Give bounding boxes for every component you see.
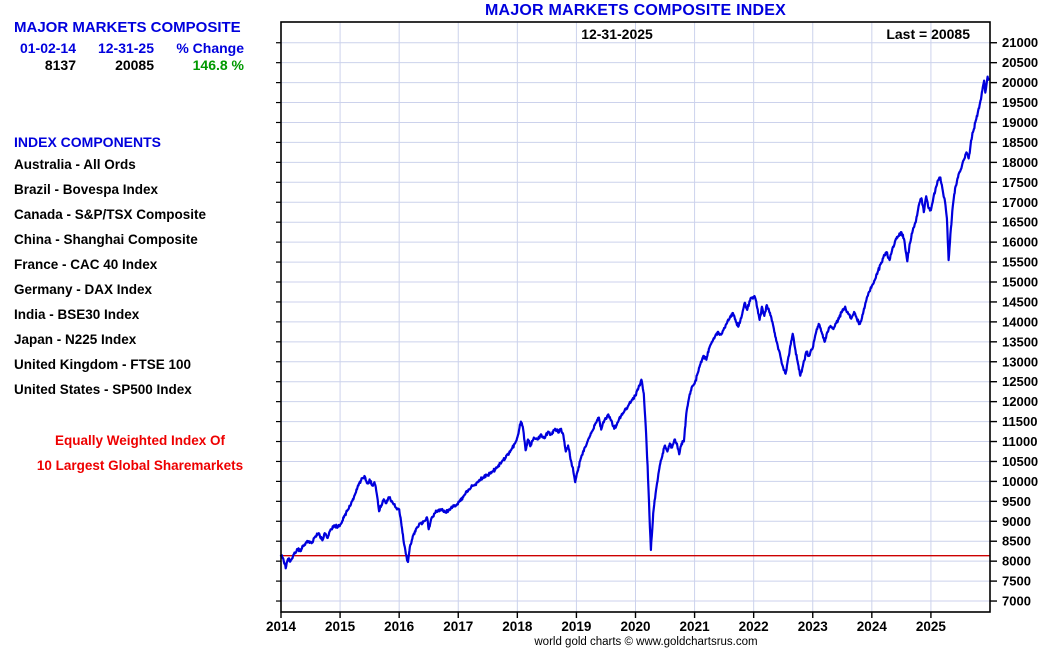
y-tick-label: 20500	[1002, 55, 1038, 70]
index-component-item: Japan - N225 Index	[14, 332, 137, 347]
y-tick-label: 17000	[1002, 195, 1038, 210]
index-component-item: France - CAC 40 Index	[14, 257, 158, 272]
x-tick-label: 2018	[502, 619, 533, 634]
chart-date-label: 12-31-2025	[581, 26, 653, 42]
y-tick-label: 7000	[1002, 594, 1031, 609]
y-tick-label: 14500	[1002, 294, 1038, 309]
y-tick-label: 10000	[1002, 474, 1038, 489]
date-range-row: 01-02-14 12-31-25 % Change	[0, 40, 244, 56]
x-tick-label: 2020	[620, 619, 650, 634]
x-tick-label: 2021	[680, 619, 711, 634]
y-tick-label: 13500	[1002, 334, 1038, 349]
index-component-item: India - BSE30 Index	[14, 307, 140, 322]
y-tick-label: 9500	[1002, 494, 1031, 509]
x-tick-label: 2019	[561, 619, 591, 634]
y-tick-label: 18000	[1002, 155, 1038, 170]
y-tick-label: 15000	[1002, 275, 1038, 290]
y-tick-label: 9000	[1002, 514, 1031, 529]
y-tick-label: 7500	[1002, 574, 1031, 589]
end-date: 12-31-25	[97, 40, 154, 56]
index-component-item: United States - SP500 Index	[14, 382, 192, 397]
y-tick-label: 8500	[1002, 534, 1031, 549]
y-tick-label: 18500	[1002, 135, 1038, 150]
index-price-line	[279, 75, 990, 570]
note-line-2: 10 Largest Global Sharemarkets	[36, 458, 244, 473]
index-component-item: United Kingdom - FTSE 100	[14, 357, 192, 372]
y-tick-label: 12000	[1002, 394, 1038, 409]
x-tick-label: 2016	[384, 619, 415, 634]
copyright-label: world gold charts © www.goldchartsrus.co…	[533, 636, 757, 648]
y-tick-label: 8000	[1002, 554, 1031, 569]
x-tick-label: 2025	[916, 619, 947, 634]
y-tick-label: 16500	[1002, 215, 1038, 230]
y-tick-label: 10500	[1002, 454, 1038, 469]
y-tick-label: 17500	[1002, 175, 1038, 190]
y-tick-label: 12500	[1002, 374, 1038, 389]
info-panel-title: MAJOR MARKETS COMPOSITE	[14, 19, 241, 36]
y-tick-label: 19500	[1002, 95, 1038, 110]
y-tick-label: 11000	[1002, 434, 1037, 449]
index-components-list: Australia - All Ords Brazil - Bovespa Ind…	[14, 152, 264, 402]
x-tick-label: 2022	[739, 619, 769, 634]
x-tick-label: 2023	[798, 619, 829, 634]
start-value: 8137	[44, 57, 76, 73]
y-tick-label: 13000	[1002, 354, 1038, 369]
note-line-1: Equally Weighted Index Of	[54, 433, 226, 448]
y-tick-label: 14000	[1002, 314, 1038, 329]
percent-change-label: % Change	[176, 40, 244, 56]
x-tick-label: 2014	[266, 619, 297, 634]
start-date: 01-02-14	[19, 40, 76, 56]
index-component-item: Germany - DAX Index	[14, 282, 153, 297]
x-tick-label: 2024	[857, 619, 888, 634]
x-tick-label: 2017	[443, 619, 473, 634]
chart-title: MAJOR MARKETS COMPOSITE INDEX	[485, 2, 786, 19]
index-component-item: China - Shanghai Composite	[14, 232, 198, 247]
y-tick-label: 20000	[1002, 75, 1038, 90]
index-component-item: Brazil - Bovespa Index	[14, 182, 159, 197]
y-tick-label: 16000	[1002, 235, 1038, 250]
index-component-item: Australia - All Ords	[14, 157, 136, 172]
index-component-item: Canada - S&P/TSX Composite	[14, 207, 207, 222]
value-row: 8137 20085 146.8 %	[0, 57, 244, 73]
last-value-label: Last = 20085	[886, 26, 970, 42]
y-tick-label: 21000	[1002, 35, 1038, 50]
x-tick-label: 2015	[325, 619, 356, 634]
y-tick-label: 11500	[1002, 414, 1037, 429]
end-value: 20085	[115, 57, 154, 73]
y-tick-label: 19000	[1002, 115, 1038, 130]
equally-weighted-note: Equally Weighted Index Of 10 Largest Glo…	[10, 428, 270, 478]
y-tick-label: 15500	[1002, 255, 1038, 270]
percent-change-value: 146.8 %	[192, 57, 244, 73]
index-components-title: INDEX COMPONENTS	[14, 134, 162, 150]
